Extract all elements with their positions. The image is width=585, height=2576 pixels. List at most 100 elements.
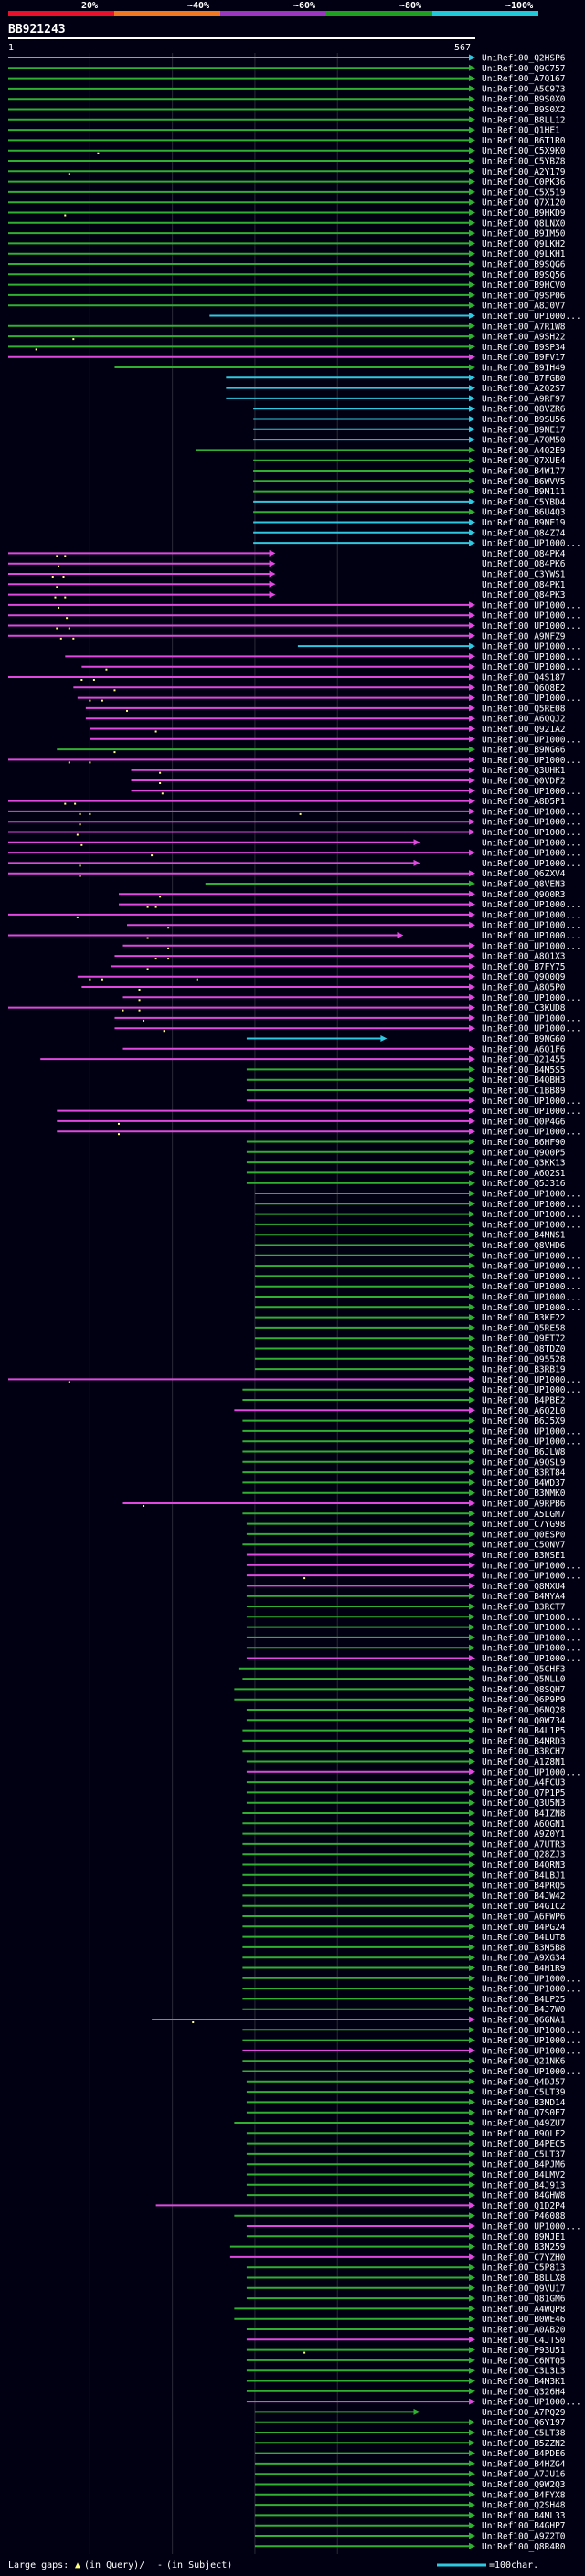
alignment-row[interactable]: UniRef100_B4M3K1 <box>246 2377 566 2387</box>
hit-label[interactable]: UniRef100_A4Q2E9 <box>482 446 566 456</box>
hit-label[interactable]: UniRef100_UP1000... <box>482 1190 581 1200</box>
hit-label[interactable]: UniRef100_B3KF22 <box>482 1313 566 1323</box>
hit-label[interactable]: UniRef100_Q6Y197 <box>482 2418 566 2428</box>
alignment-row[interactable]: UniRef100_UP1000... <box>242 1426 581 1436</box>
hit-label[interactable]: UniRef100_Q0ESP0 <box>482 1530 566 1540</box>
alignment-row[interactable]: UniRef100_Q84PK6 <box>8 559 566 569</box>
alignment-row[interactable]: UniRef100_A9RF97 <box>226 394 566 404</box>
alignment-row[interactable]: UniRef100_UP1000... <box>242 2036 581 2046</box>
alignment-row[interactable]: UniRef100_UP1000... <box>81 663 581 673</box>
alignment-row[interactable]: UniRef100_Q84PK3 <box>8 590 566 600</box>
hit-label[interactable]: UniRef100_A4FCU3 <box>482 1778 566 1788</box>
alignment-row[interactable]: UniRef100_Q3UHK1 <box>131 766 566 776</box>
hit-label[interactable]: UniRef100_UP1000... <box>482 1985 581 1995</box>
alignment-row[interactable]: UniRef100_A2Y179 <box>8 167 566 177</box>
alignment-row[interactable]: UniRef100_A7QM50 <box>253 436 566 446</box>
hit-label[interactable]: UniRef100_Q84Z74 <box>482 528 566 538</box>
hit-label[interactable]: UniRef100_Q9VU17 <box>482 2284 566 2294</box>
alignment-row[interactable]: UniRef100_Q921A2 <box>90 725 566 735</box>
alignment-row[interactable]: UniRef100_UP1000... <box>57 1107 581 1117</box>
hit-label[interactable]: UniRef100_Q6NQ28 <box>482 1706 566 1716</box>
alignment-row[interactable]: UniRef100_UP1000... <box>246 2222 581 2232</box>
alignment-row[interactable]: UniRef100_UP1000... <box>57 1128 581 1138</box>
hit-label[interactable]: UniRef100_Q84PK4 <box>482 549 566 559</box>
alignment-row[interactable]: UniRef100_Q8LNX0 <box>8 218 566 228</box>
hit-label[interactable]: UniRef100_B4J7W0 <box>482 2005 566 2015</box>
hit-label[interactable]: UniRef100_Q8LNX0 <box>482 218 566 228</box>
alignment-row[interactable]: UniRef100_UP1000... <box>254 1220 581 1230</box>
hit-label[interactable]: UniRef100_C3L3L3 <box>482 2367 566 2377</box>
alignment-row[interactable]: UniRef100_B4PEC5 <box>246 2139 566 2149</box>
alignment-row[interactable]: UniRef100_UP1000... <box>246 2398 581 2408</box>
hit-label[interactable]: UniRef100_C6NTQ5 <box>482 2356 566 2366</box>
hit-label[interactable]: UniRef100_Q21NK6 <box>482 2057 566 2067</box>
alignment-row[interactable]: UniRef100_B4LMV2 <box>246 2170 566 2180</box>
alignment-row[interactable]: UniRef100_B9MJE1 <box>246 2232 566 2242</box>
alignment-row[interactable]: UniRef100_Q6P9P9 <box>234 1695 566 1705</box>
hit-label[interactable]: UniRef100_Q84PK3 <box>482 590 566 600</box>
hit-label[interactable]: UniRef100_UP1000... <box>482 1644 581 1654</box>
alignment-row[interactable]: UniRef100_B6HF90 <box>246 1138 566 1148</box>
alignment-row[interactable]: UniRef100_B4IZN8 <box>242 1809 566 1819</box>
hit-label[interactable]: UniRef100_UP1000... <box>482 663 581 673</box>
hit-label[interactable]: UniRef100_UP1000... <box>482 1220 581 1230</box>
hit-label[interactable]: UniRef100_Q0VDF2 <box>482 777 566 787</box>
alignment-row[interactable]: UniRef100_A0AB20 <box>246 2326 566 2336</box>
alignment-row[interactable]: UniRef100_Q21455 <box>40 1055 566 1065</box>
hit-label[interactable]: UniRef100_Q28ZJ3 <box>482 1850 566 1860</box>
hit-label[interactable]: UniRef100_Q6Q8E2 <box>482 684 566 694</box>
alignment-row[interactable]: UniRef100_Q9LKH1 <box>8 249 566 260</box>
hit-label[interactable]: UniRef100_B3NMK0 <box>482 1489 566 1499</box>
hit-label[interactable]: UniRef100_A6QQJ2 <box>482 715 566 725</box>
hit-label[interactable]: UniRef100_Q0P4G6 <box>482 1117 566 1127</box>
alignment-row[interactable]: UniRef100_Q8SQH7 <box>234 1685 566 1695</box>
alignment-row[interactable]: UniRef100_UP1000... <box>127 921 581 931</box>
alignment-row[interactable]: UniRef100_Q0VDF2 <box>131 777 566 787</box>
alignment-row[interactable]: UniRef100_UP1000... <box>8 1375 581 1385</box>
alignment-row[interactable]: UniRef100_A2Q2S7 <box>226 384 566 394</box>
alignment-row[interactable]: UniRef100_UP1000... <box>122 941 581 951</box>
hit-label[interactable]: UniRef100_C3YWS1 <box>482 570 566 580</box>
alignment-row[interactable]: UniRef100_C4JTS0 <box>246 2336 566 2346</box>
hit-label[interactable]: UniRef100_UP1000... <box>482 2222 581 2232</box>
alignment-row[interactable]: UniRef100_Q9W2Q3 <box>254 2480 566 2490</box>
hit-label[interactable]: UniRef100_B9HKD9 <box>482 208 566 218</box>
hit-label[interactable]: UniRef100_B4MYA4 <box>482 1592 566 1602</box>
hit-label[interactable]: UniRef100_UP1000... <box>482 1013 581 1023</box>
hit-label[interactable]: UniRef100_B4GHP7 <box>482 2521 566 2531</box>
alignment-row[interactable]: UniRef100_B4W177 <box>253 467 566 477</box>
hit-label[interactable]: UniRef100_B8LL12 <box>482 115 566 125</box>
alignment-row[interactable]: UniRef100_UP1000... <box>246 1767 581 1777</box>
alignment-row[interactable]: UniRef100_C1BB89 <box>246 1087 566 1097</box>
hit-label[interactable]: UniRef100_UP1000... <box>482 600 581 610</box>
hit-label[interactable]: UniRef100_B9SU56 <box>482 415 566 425</box>
hit-label[interactable]: UniRef100_B4M5S5 <box>482 1065 566 1076</box>
hit-label[interactable]: UniRef100_A9QSL9 <box>482 1458 566 1468</box>
alignment-row[interactable]: UniRef100_A5LGM7 <box>242 1510 566 1520</box>
alignment-row[interactable]: UniRef100_A9QSL9 <box>242 1458 566 1468</box>
alignment-row[interactable]: UniRef100_C5LT39 <box>246 2088 566 2098</box>
alignment-row[interactable]: UniRef100_UP1000... <box>246 1613 581 1623</box>
hit-label[interactable]: UniRef100_B6T1R0 <box>482 136 566 146</box>
hit-label[interactable]: UniRef100_B4PRQ5 <box>482 1882 566 1892</box>
alignment-row[interactable]: UniRef100_B3M5B8 <box>242 1943 566 1953</box>
alignment-row[interactable]: UniRef100_B4WD37 <box>242 1479 566 1489</box>
alignment-row[interactable]: UniRef100_Q28ZJ3 <box>242 1850 566 1860</box>
hit-label[interactable]: UniRef100_B6JLW8 <box>482 1447 566 1458</box>
alignment-row[interactable]: UniRef100_B4J913 <box>246 2180 566 2190</box>
alignment-row[interactable]: UniRef100_UP1000... <box>8 859 581 869</box>
alignment-row[interactable]: UniRef100_UP1000... <box>65 652 581 663</box>
hit-label[interactable]: UniRef100_Q8R4R0 <box>482 2542 566 2552</box>
alignment-row[interactable]: UniRef100_A6QQJ2 <box>85 715 566 725</box>
hit-label[interactable]: UniRef100_UP1000... <box>482 1251 581 1261</box>
alignment-row[interactable]: UniRef100_UP1000... <box>8 910 581 920</box>
hit-label[interactable]: UniRef100_A6Q2L0 <box>482 1406 566 1416</box>
hit-label[interactable]: UniRef100_UP1000... <box>482 941 581 951</box>
alignment-row[interactable]: UniRef100_Q1HE1 <box>8 126 560 136</box>
alignment-row[interactable]: UniRef100_B7FGB0 <box>226 374 566 384</box>
alignment-row[interactable]: UniRef100_A6Q2S1 <box>246 1169 566 1179</box>
alignment-row[interactable]: UniRef100_B9S0X0 <box>8 95 566 105</box>
hit-label[interactable]: UniRef100_B4ML33 <box>482 2511 566 2521</box>
alignment-row[interactable]: UniRef100_C5YBZ8 <box>8 157 566 167</box>
hit-label[interactable]: UniRef100_UP1000... <box>482 1437 581 1447</box>
